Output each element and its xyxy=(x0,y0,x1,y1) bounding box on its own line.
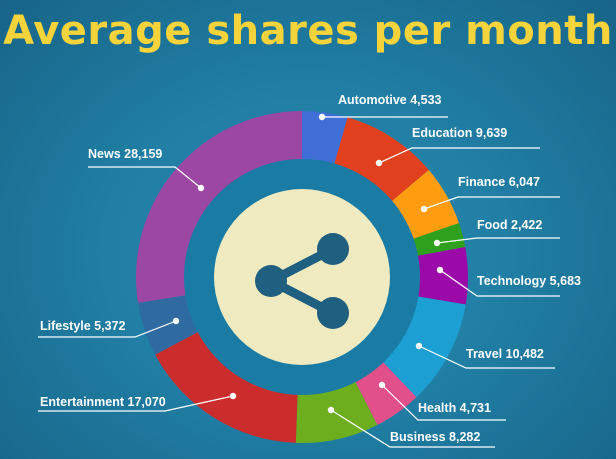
leader-dot-entertainment xyxy=(229,392,237,400)
leader-dot-health xyxy=(378,381,386,389)
leader-dot-lifestyle xyxy=(172,317,180,325)
leader-line-health xyxy=(381,384,506,421)
center xyxy=(184,159,420,395)
slice-automotive xyxy=(302,111,348,172)
slice-entertainment xyxy=(155,328,298,443)
chart-title: Average shares per month xyxy=(3,8,613,54)
share-icon-node-top xyxy=(317,233,349,265)
leader-line-travel xyxy=(418,345,555,369)
share-icon-node-bottom xyxy=(317,297,349,329)
slice-labels: Automotive 4,533 Education 9,639 Finance 6… xyxy=(40,93,581,444)
leader-dot-technology xyxy=(436,266,444,274)
leader-dot-food xyxy=(433,239,441,247)
label-lifestyle: Lifestyle 5,372 xyxy=(40,319,126,333)
label-education: Education 9,639 xyxy=(412,126,507,140)
leader-line-entertainment xyxy=(38,395,234,412)
label-news: News 28,159 xyxy=(88,147,162,161)
leader-dot-education xyxy=(375,159,383,167)
slice-technology xyxy=(410,246,468,305)
leader-dot-travel xyxy=(415,342,423,350)
leader-dot-business xyxy=(327,406,335,414)
leader-dot-finance xyxy=(420,205,428,213)
center-disc xyxy=(214,189,390,365)
leader-line-education xyxy=(378,147,540,164)
leader-line-news xyxy=(88,166,202,189)
leader-line-finance xyxy=(423,196,560,210)
slice-news xyxy=(135,110,302,303)
leader-line-lifestyle xyxy=(38,320,177,338)
label-business: Business 8,282 xyxy=(390,430,480,444)
share-icon-node-left xyxy=(255,265,287,297)
label-entertainment: Entertainment 17,070 xyxy=(40,395,166,409)
label-finance: Finance 6,047 xyxy=(458,175,540,189)
leader-line-technology xyxy=(439,269,560,297)
label-automotive: Automotive 4,533 xyxy=(338,93,442,107)
label-food: Food 2,422 xyxy=(477,218,542,232)
leader-dot-automotive xyxy=(318,113,326,121)
label-travel: Travel 10,482 xyxy=(466,347,544,361)
share-icon xyxy=(255,233,349,329)
label-leaders xyxy=(38,113,560,448)
leader-dot-news xyxy=(197,184,205,192)
slice-lifestyle xyxy=(138,294,205,355)
leader-line-food xyxy=(436,237,560,244)
label-health: Health 4,731 xyxy=(418,401,491,415)
label-technology: Technology 5,683 xyxy=(477,274,581,288)
leader-line-business xyxy=(330,409,495,448)
